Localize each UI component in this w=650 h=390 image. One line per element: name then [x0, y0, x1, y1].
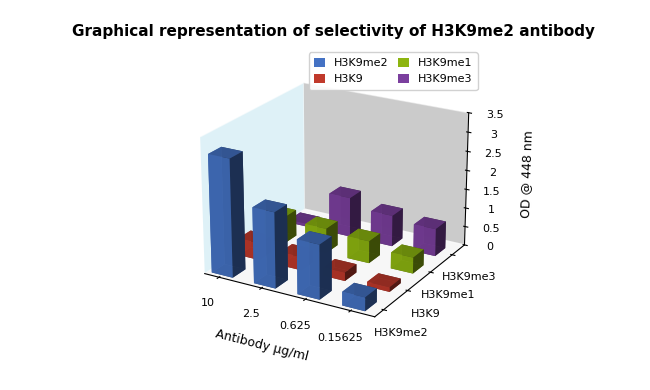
X-axis label: Antibody μg/ml: Antibody μg/ml — [214, 328, 310, 364]
Title: Graphical representation of selectivity of H3K9me2 antibody: Graphical representation of selectivity … — [72, 24, 595, 39]
Legend: H3K9me2, H3K9, H3K9me1, H3K9me3: H3K9me2, H3K9, H3K9me1, H3K9me3 — [309, 52, 478, 90]
